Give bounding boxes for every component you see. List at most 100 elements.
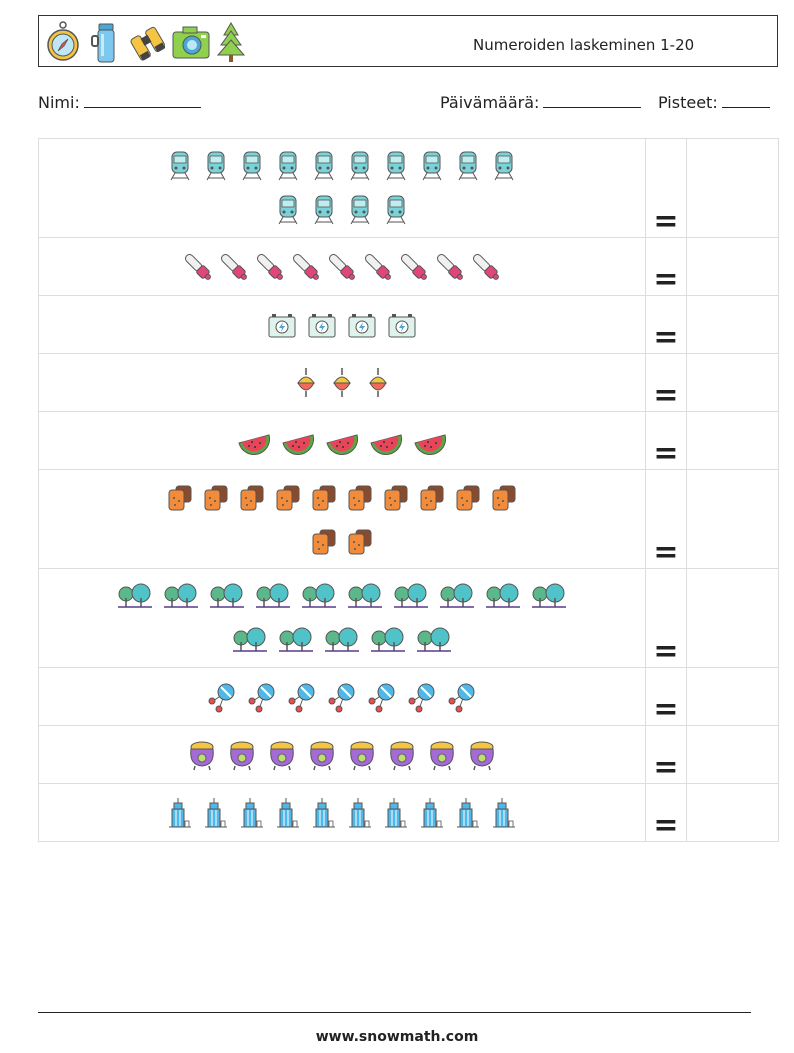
score-label: Pisteet: — [658, 93, 718, 112]
skyscraper-icon — [455, 797, 481, 829]
skyscraper-icon — [491, 797, 517, 829]
picture-line — [39, 367, 645, 399]
fishing-float-icon — [293, 367, 319, 399]
bread-icon — [455, 481, 481, 513]
pine-tree-icon — [213, 20, 249, 64]
picture-group — [38, 725, 646, 784]
train-icon — [383, 194, 409, 226]
equals-sign: = — [645, 469, 687, 569]
cauldron-icon — [307, 739, 337, 771]
worksheet-header: Numeroiden laskeminen 1-20 — [38, 15, 778, 67]
train-icon — [311, 194, 337, 226]
bread-icon — [491, 481, 517, 513]
picture-line — [39, 681, 645, 713]
chainsaw-icon — [365, 251, 391, 283]
compass-icon — [45, 20, 81, 64]
footer-url: www.snowmath.com — [315, 1029, 479, 1045]
watermelon-icon — [413, 425, 447, 457]
forest-icon — [347, 580, 383, 612]
battery-icon — [387, 309, 417, 341]
date-field[interactable]: Päivämäärä: — [440, 93, 642, 112]
skyscraper-icon — [347, 797, 373, 829]
picture-line — [39, 797, 645, 829]
skyscraper-icon — [311, 797, 337, 829]
name-blank[interactable] — [83, 93, 201, 108]
counting-table: = = = = = = = = = = — [38, 138, 779, 842]
equals-sign: = — [645, 725, 687, 784]
bread-icon — [275, 481, 301, 513]
train-icon — [383, 150, 409, 182]
train-icon — [347, 150, 373, 182]
skyscraper-icon — [419, 797, 445, 829]
picture-line — [39, 739, 645, 771]
picture-group — [38, 469, 646, 569]
picture-line — [39, 309, 645, 341]
train-icon — [455, 150, 481, 182]
fishing-float-icon — [365, 367, 391, 399]
train-icon — [203, 150, 229, 182]
date-blank[interactable] — [543, 93, 642, 108]
forest-icon — [416, 624, 452, 656]
train-icon — [491, 150, 517, 182]
picture-group — [38, 353, 646, 412]
picture-group — [38, 411, 646, 470]
answer-box[interactable] — [686, 353, 779, 412]
picture-group — [38, 237, 646, 296]
skyscraper-icon — [203, 797, 229, 829]
answer-box[interactable] — [686, 469, 779, 569]
watermelon-icon — [369, 425, 403, 457]
watermelon-icon — [237, 425, 271, 457]
forest-icon — [278, 624, 314, 656]
answer-box[interactable] — [686, 783, 779, 842]
answer-box[interactable] — [686, 138, 779, 238]
chainsaw-icon — [401, 251, 427, 283]
score-field[interactable]: Pisteet: — [658, 93, 770, 112]
binoculars-icon — [129, 20, 166, 64]
worksheet-title: Numeroiden laskeminen 1-20 — [473, 36, 695, 54]
answer-box[interactable] — [686, 411, 779, 470]
name-label: Nimi: — [38, 93, 80, 112]
molecule-icon — [407, 681, 437, 713]
forest-icon — [117, 580, 153, 612]
train-icon — [167, 150, 193, 182]
forest-icon — [232, 624, 268, 656]
forest-icon — [439, 580, 475, 612]
bread-icon — [203, 481, 229, 513]
picture-line — [39, 251, 645, 283]
answer-box[interactable] — [686, 667, 779, 726]
skyscraper-icon — [167, 797, 193, 829]
thermos-icon — [87, 20, 123, 64]
picture-line — [39, 624, 645, 656]
answer-box[interactable] — [686, 237, 779, 296]
picture-line — [39, 580, 645, 612]
bread-icon — [311, 525, 337, 557]
molecule-icon — [287, 681, 317, 713]
chainsaw-icon — [437, 251, 463, 283]
cauldron-icon — [387, 739, 417, 771]
worksheet-row: = — [38, 469, 779, 569]
skyscraper-icon — [275, 797, 301, 829]
answer-box[interactable] — [686, 725, 779, 784]
forest-icon — [255, 580, 291, 612]
worksheet-row: = — [38, 138, 779, 238]
camera-icon — [171, 20, 210, 64]
bread-icon — [311, 481, 337, 513]
worksheet-row: = — [38, 725, 779, 784]
cauldron-icon — [467, 739, 497, 771]
battery-icon — [347, 309, 377, 341]
picture-line — [39, 481, 645, 513]
bread-icon — [239, 481, 265, 513]
chainsaw-icon — [257, 251, 283, 283]
molecule-icon — [447, 681, 477, 713]
answer-box[interactable] — [686, 568, 779, 668]
header-icons — [45, 19, 249, 65]
train-icon — [347, 194, 373, 226]
answer-box[interactable] — [686, 295, 779, 354]
forest-icon — [324, 624, 360, 656]
equals-sign: = — [645, 295, 687, 354]
score-blank[interactable] — [721, 93, 770, 108]
equals-sign: = — [645, 667, 687, 726]
cauldron-icon — [267, 739, 297, 771]
skyscraper-icon — [383, 797, 409, 829]
name-field[interactable]: Nimi: — [38, 93, 201, 112]
